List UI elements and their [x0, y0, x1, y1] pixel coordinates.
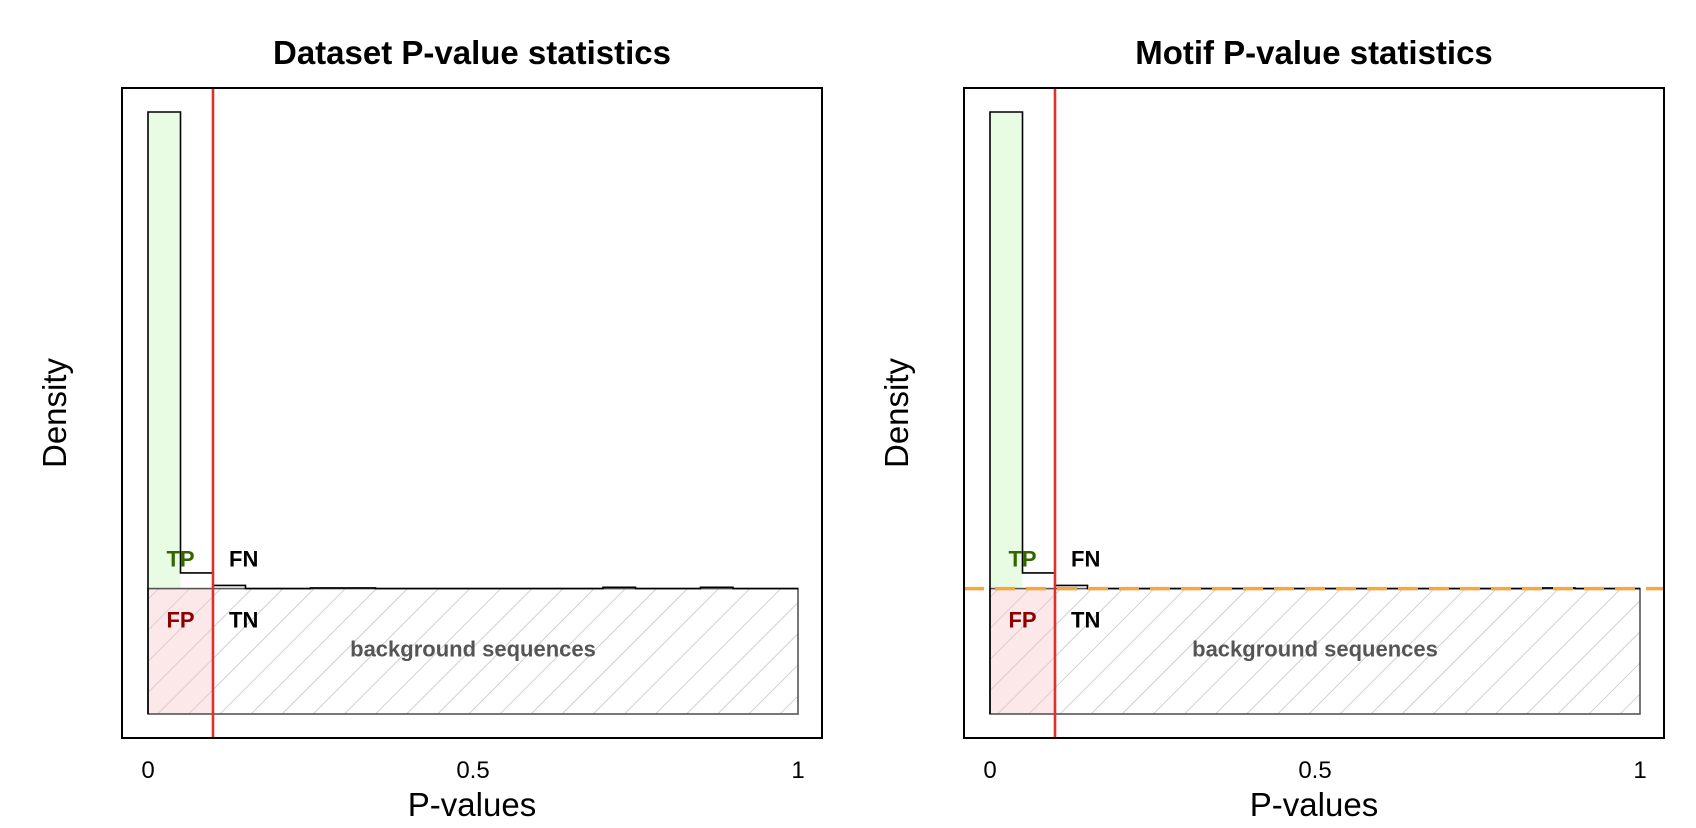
- tp-area: [148, 112, 181, 589]
- chart-title: Motif P-value statistics: [1135, 34, 1493, 71]
- plot-frame: [963, 87, 1665, 739]
- background-hatch: [990, 588, 1640, 714]
- fn-label: FN: [1071, 547, 1100, 572]
- chart-panel-1: Dataset P-value statistics TP FN FP TN backgr…: [36, 34, 823, 823]
- background-label: background sequences: [350, 637, 596, 662]
- background-hatch: [148, 588, 798, 714]
- x-tick-label: 1: [1633, 757, 1646, 784]
- y-axis-label: Density: [36, 357, 73, 468]
- plot-frame: [121, 87, 823, 739]
- fp-label: FP: [1008, 608, 1036, 633]
- x-axis-label: P-values: [408, 786, 536, 823]
- tp-label: TP: [1008, 547, 1036, 572]
- x-tick-label: 0: [141, 757, 154, 784]
- x-axis-label: P-values: [1250, 786, 1378, 823]
- fp-label: FP: [166, 608, 194, 633]
- x-tick-label: 1: [791, 757, 804, 784]
- fp-hatch: [990, 588, 1055, 714]
- tn-label: TN: [229, 608, 258, 633]
- tp-label: TP: [166, 547, 194, 572]
- x-tick-label: 0.5: [1298, 757, 1331, 784]
- y-axis-label: Density: [878, 357, 915, 468]
- fn-label: FN: [229, 547, 258, 572]
- chart-title: Dataset P-value statistics: [273, 34, 671, 71]
- x-tick-label: 0.5: [456, 757, 489, 784]
- background-label: background sequences: [1192, 637, 1438, 662]
- fp-hatch: [148, 588, 213, 714]
- tp-area: [990, 112, 1023, 589]
- chart-panel-2: Motif P-value statistics TP FN FP TN backgrou…: [878, 34, 1665, 823]
- tn-label: TN: [1071, 608, 1100, 633]
- x-tick-label: 0: [983, 757, 996, 784]
